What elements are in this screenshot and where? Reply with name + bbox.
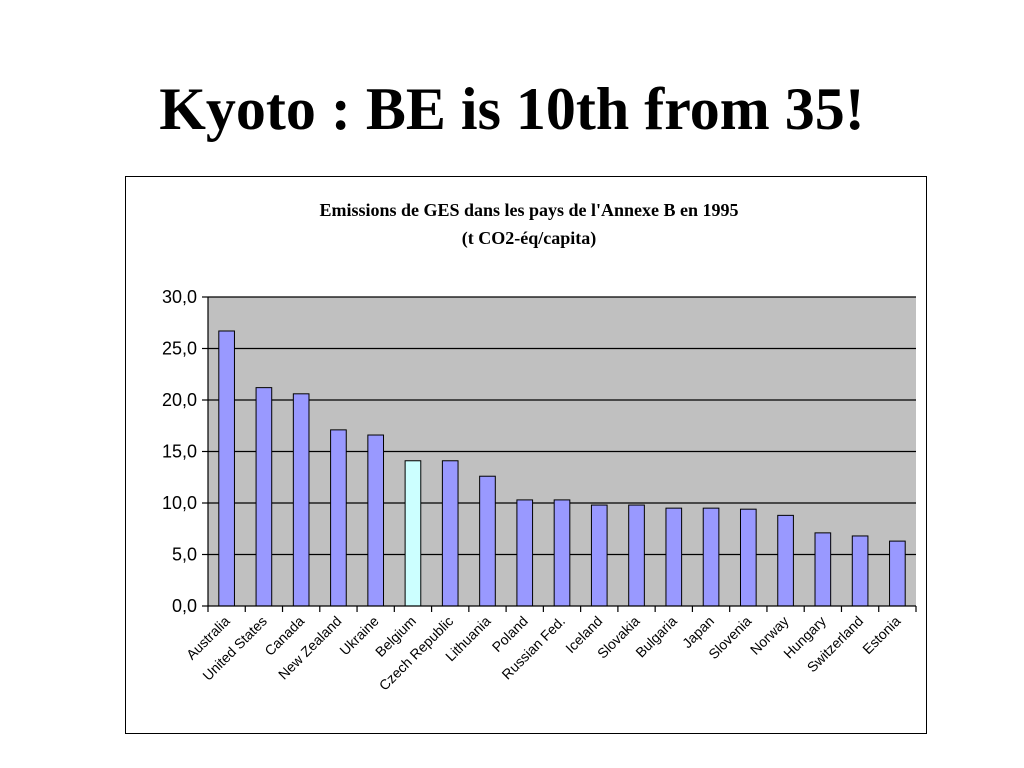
bar [665,507,683,607]
bar [404,460,422,607]
bar [739,508,757,607]
bar [777,514,794,607]
bar [590,504,608,607]
bar [292,393,310,607]
y-tick-label: 0,0 [172,596,197,616]
chart-frame: Emissions de GES dans les pays de l'Anne… [125,176,927,734]
y-tick-label: 5,0 [172,545,197,565]
bar [889,540,906,607]
chart-subtitle: (t CO2-éq/capita) [462,228,596,249]
chart-title: Emissions de GES dans les pays de l'Anne… [319,200,738,220]
slide-title: Kyoto : BE is 10th from 35! [159,76,865,142]
bar [218,330,235,607]
bar [851,535,869,607]
bar [367,434,385,607]
y-tick-label: 10,0 [162,493,197,513]
bar-chart: Emissions de GES dans les pays de l'Anne… [162,200,917,694]
y-tick-label: 25,0 [162,339,197,359]
bar [330,429,347,607]
bars [218,330,906,607]
bar [255,387,273,607]
bar [628,504,645,607]
bar [553,499,571,607]
x-tick-label: Estonia [859,613,903,657]
y-tick-label: 20,0 [162,390,197,410]
bar [516,499,534,607]
bar [814,532,832,607]
bar [441,460,459,607]
y-tick-label: 30,0 [162,287,197,307]
x-tick-label: Bulgaria [632,613,680,661]
bar [702,507,720,607]
y-tick-label: 15,0 [162,442,197,462]
bar [479,475,496,607]
y-axis-ticks: 0,0 5,0 10,0 15,0 20,0 25,0 30,0 [162,287,208,616]
